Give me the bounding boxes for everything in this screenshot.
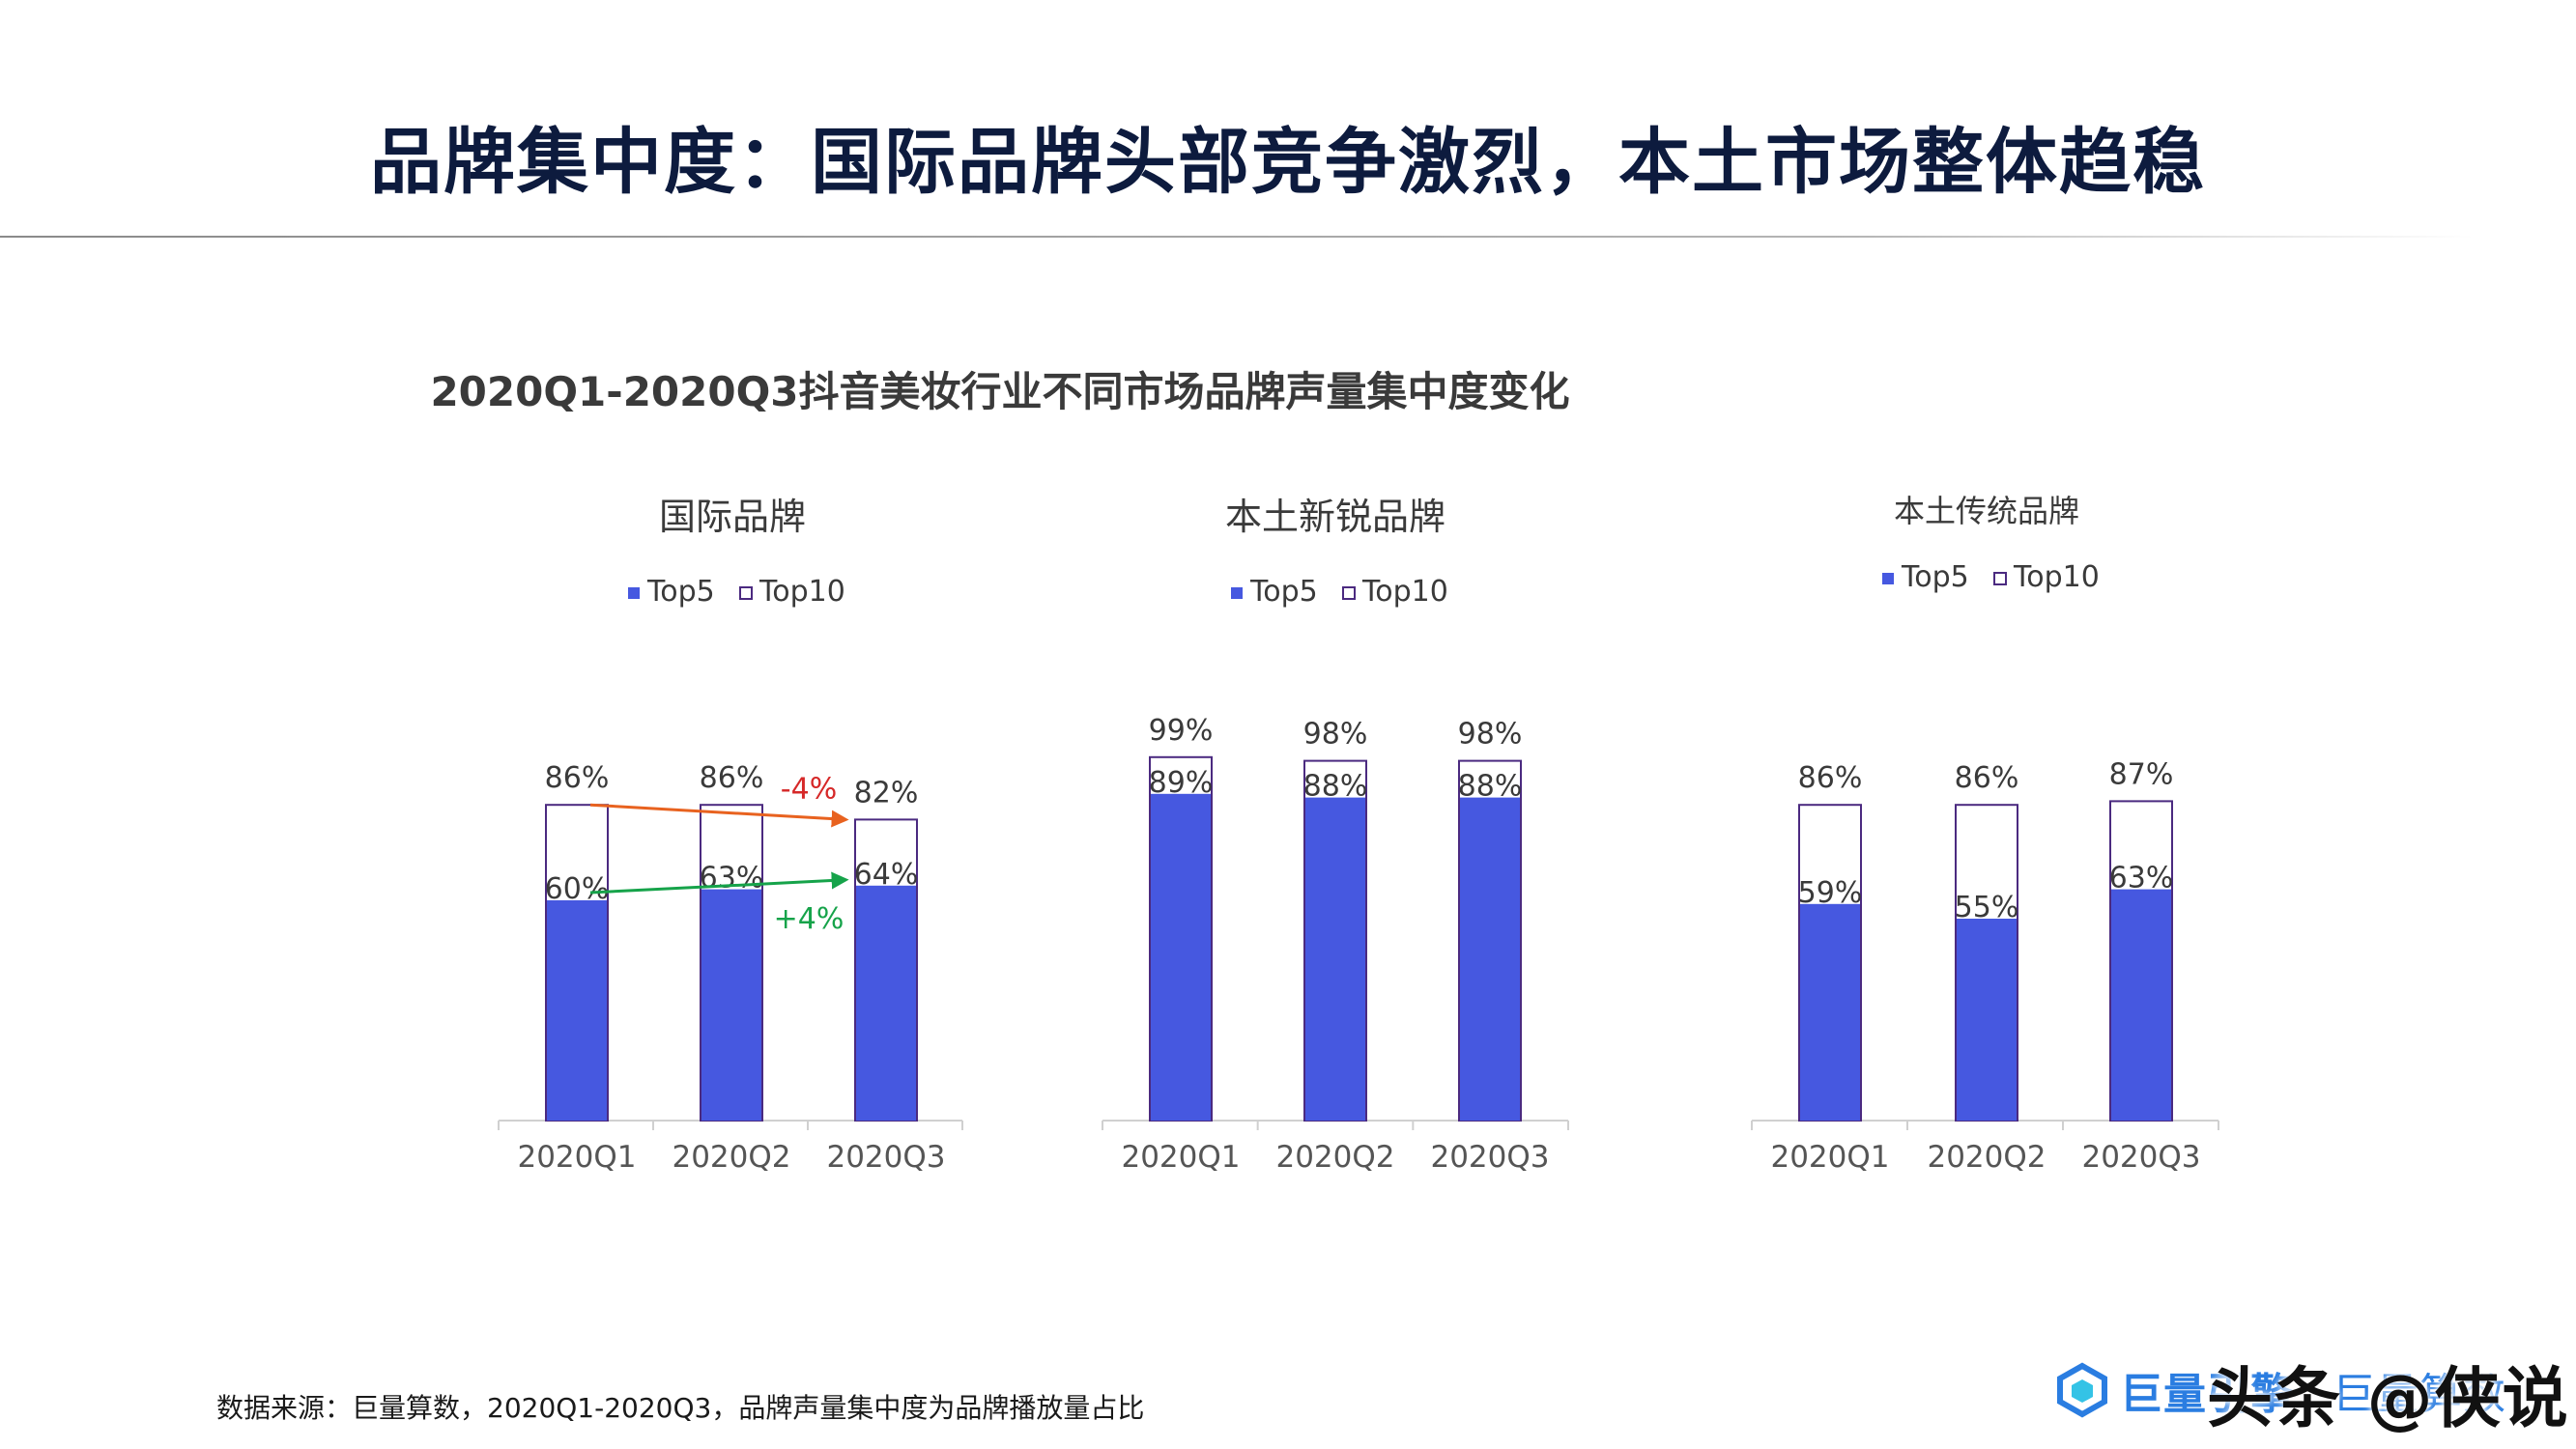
panel-title: 国际品牌	[659, 496, 806, 538]
bar-top5	[547, 900, 607, 1121]
legend-top10-swatch	[1342, 586, 1356, 600]
legend-top10-label: Top10	[758, 575, 845, 609]
brand-logo: 巨量引擎 巨量算数	[2054, 1356, 2506, 1424]
x-tick-label: 2020Q3	[826, 1140, 945, 1175]
bar-top5	[701, 889, 761, 1121]
x-tick-label: 2020Q2	[1275, 1140, 1394, 1175]
logo-mark-icon	[2057, 1362, 2107, 1418]
x-tick-label: 2020Q3	[1430, 1140, 1549, 1175]
data-label-top10: 82%	[854, 776, 919, 810]
legend-top5-label: Top5	[1901, 560, 1969, 594]
panel-title: 本土传统品牌	[1894, 493, 2079, 529]
data-label-top10: 98%	[1458, 718, 1523, 752]
trend-label-up: +4%	[774, 902, 844, 936]
bar-top5	[1305, 797, 1365, 1121]
page-title: 品牌集中度：国际品牌头部竞争激烈，本土市场整体趋稳	[370, 121, 2206, 204]
data-label-top10: 87%	[2109, 757, 2174, 791]
legend-top10-swatch	[1993, 572, 2007, 585]
data-label-top10: 86%	[545, 761, 610, 795]
data-label-top5: 63%	[700, 862, 764, 895]
data-label-top5: 64%	[854, 858, 919, 892]
chart-group-title: 2020Q1-2020Q3抖音美妆行业不同市场品牌声量集中度变化	[430, 368, 1570, 415]
title-divider	[0, 236, 2474, 238]
bar-top5	[1460, 797, 1520, 1121]
data-source-note: 数据来源：巨量算数，2020Q1-2020Q3，品牌声量集中度为品牌播放量占比	[216, 1392, 1145, 1424]
data-label-top10: 98%	[1303, 718, 1368, 752]
bar-top5	[1151, 793, 1211, 1121]
watermark: 头条 @侠说	[2207, 1361, 2570, 1437]
panel-title: 本土新锐品牌	[1225, 496, 1445, 538]
data-label-top10: 86%	[1955, 761, 2019, 795]
logo-text: 巨量引擎	[2120, 1370, 2294, 1419]
data-label-top5: 89%	[1149, 766, 1214, 800]
x-tick-label: 2020Q1	[1121, 1140, 1240, 1175]
data-label-top10: 86%	[700, 761, 764, 795]
trend-label-down: -4%	[781, 772, 837, 806]
data-label-top5: 60%	[545, 872, 610, 906]
bar-top5	[856, 885, 916, 1121]
legend-top5-label: Top5	[646, 575, 715, 609]
bar-top5	[1957, 919, 2017, 1121]
data-label-top5: 59%	[1798, 876, 1863, 910]
legend-top5-swatch	[1882, 573, 1894, 584]
data-label-top10: 86%	[1798, 761, 1863, 795]
bar-top5	[1800, 903, 1860, 1121]
legend-top5-label: Top5	[1249, 575, 1318, 609]
trend-arrow-up	[589, 871, 849, 895]
bar-top5	[2111, 889, 2171, 1121]
data-label-top5: 55%	[1955, 891, 2019, 924]
data-label-top10: 99%	[1149, 714, 1214, 748]
data-label-top5: 88%	[1303, 770, 1368, 804]
data-label-top5: 63%	[2109, 862, 2174, 895]
x-tick-label: 2020Q2	[672, 1140, 790, 1175]
legend-top5-swatch	[628, 587, 640, 599]
legend-top5-swatch	[1231, 587, 1243, 599]
legend-top10-label: Top10	[2013, 560, 2100, 594]
trend-arrow-down	[589, 803, 849, 828]
data-label-top5: 88%	[1458, 770, 1523, 804]
x-tick-label: 2020Q3	[2081, 1140, 2200, 1175]
legend-top10-swatch	[739, 586, 753, 600]
x-tick-label: 2020Q1	[1770, 1140, 1889, 1175]
x-tick-label: 2020Q1	[517, 1140, 636, 1175]
x-tick-label: 2020Q2	[1927, 1140, 2046, 1175]
logo-text-secondary: 巨量算数	[2333, 1370, 2506, 1419]
legend-top10-label: Top10	[1361, 575, 1448, 609]
